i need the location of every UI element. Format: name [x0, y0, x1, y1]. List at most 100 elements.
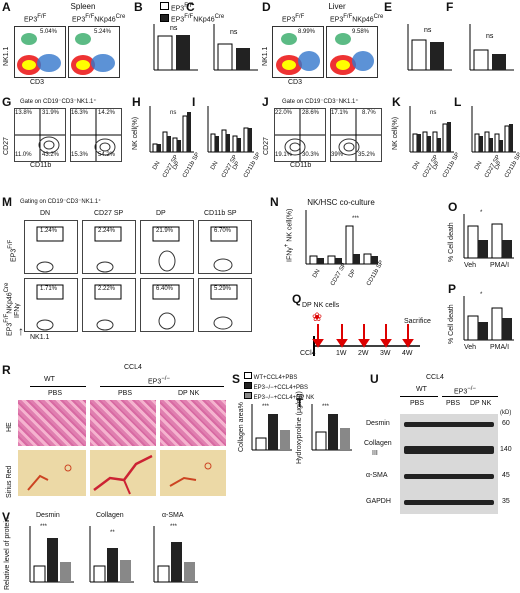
western-blot: [400, 414, 498, 514]
panel-b-legend: EP3F/F EP3F/FNKp46Cre: [160, 2, 224, 25]
panel-k-ylabel: NK cell(%): [392, 116, 399, 150]
sig-n: ***: [352, 216, 360, 222]
sig-o: *: [480, 210, 483, 216]
panel-r-label: R: [2, 363, 11, 377]
panel-u-wt: WT: [416, 386, 427, 393]
panel-a-genotype-1: EP3F/F: [24, 14, 47, 24]
panel-r-wt-line: [30, 386, 86, 387]
panel-g-q1-lr: 43.2%: [42, 152, 60, 158]
panel-o-cat-pma: PMA/I: [490, 262, 510, 269]
panel-u-protein-collagen: Collagen: [364, 440, 392, 447]
panel-q-week-3: 3W: [380, 350, 391, 357]
panel-d-pct-1: 8.99%: [298, 29, 316, 35]
panel-g-q1-ur: 31.9%: [42, 110, 60, 116]
panel-q-cells: DP NK cells: [302, 302, 340, 309]
panel-j-q2-ll: 39%: [331, 152, 344, 158]
panel-s-legend-3: EP3−/−+CCL4+DP NK: [244, 392, 314, 402]
panel-v-ylabel: Relative level of protein: [4, 517, 11, 590]
panel-u-kd: (kD): [500, 410, 512, 416]
panel-s-ylabel: Collagen area%: [238, 402, 245, 452]
panel-j-q1-ul: 22.0%: [275, 110, 293, 116]
band-gapdh: [404, 500, 494, 505]
panel-m-r2c4: 5.29%: [214, 286, 232, 292]
panel-b-legend-2: EP3F/FNKp46Cre: [160, 13, 224, 24]
panel-u-mw-2: 140: [500, 446, 512, 453]
panel-q-week-1: 1W: [336, 350, 347, 357]
panel-m-plot-r1c1: [24, 220, 78, 274]
panel-m-plot-r1c2: [82, 220, 136, 274]
he-stain-image-1: [18, 400, 86, 446]
panel-b-chart: ns: [153, 24, 198, 71]
panel-v-label: V: [2, 510, 11, 524]
panel-g-q2-ur: 14.2%: [98, 110, 116, 116]
band-collagen: [404, 446, 494, 454]
panel-q-timeline: [312, 324, 420, 356]
panel-m-xlabel: NK1.1: [30, 334, 50, 341]
panel-g-label: G: [2, 95, 12, 109]
panel-r-col-1: PBS: [48, 390, 63, 397]
panel-m-r2c1: 1.71%: [40, 286, 58, 292]
panel-k-chart: [409, 106, 454, 153]
panel-u-wt-line: [400, 396, 438, 397]
sig-v-collagen: **: [110, 530, 115, 536]
panel-d-genotype-1: EP3F/F: [282, 14, 305, 24]
panel-h-chart: [149, 106, 194, 153]
panel-p-ylabel: % Cell death: [448, 304, 455, 344]
panel-l-chart: [471, 106, 516, 153]
panel-u-top: CCL4: [426, 374, 444, 381]
panel-a-title: Spleen: [70, 2, 96, 11]
panel-p-chart: [463, 296, 514, 341]
panel-q-end: Sacrifice: [404, 318, 431, 325]
panel-b-legend-1: EP3F/F: [160, 2, 224, 13]
panel-a-flow-plot-1: [14, 26, 66, 78]
panel-q-label: Q: [292, 292, 302, 306]
panel-r-top: CCL4: [124, 364, 142, 371]
panel-m-r1c4: 6.70%: [214, 228, 232, 234]
panel-g-q2-ul: 16.3%: [71, 110, 89, 116]
band-sma: [404, 474, 494, 479]
panel-g-plot-1: [14, 108, 66, 162]
sig-p: *: [480, 292, 483, 298]
panel-d-pct-2: 9.58%: [352, 29, 370, 35]
panel-m-r1c1: 1.24%: [40, 228, 58, 234]
panel-m-row2-label: EP3F/FNKp46Cre: [4, 282, 14, 336]
panel-p-cat-veh: Veh: [464, 344, 477, 351]
sirius-red-image-1: [18, 450, 86, 496]
panel-j-q2-ul: 17.1%: [331, 110, 349, 116]
panel-r-col-3: DP NK: [178, 390, 200, 397]
panel-s-legend: WT+CCL4+PBS EP3−/−+CCL4+PBS EP3−/−+CCL4+…: [244, 372, 314, 402]
panel-m-gate: Gating on CD19⁻CD3⁻NK1.1⁺: [20, 199, 102, 205]
panel-v-title-sma: α-SMA: [162, 512, 184, 519]
sig-k: ns: [430, 110, 437, 116]
panel-r-row-he: HE: [6, 422, 13, 432]
panel-j-plot-2: [330, 108, 382, 162]
sirius-red-image-2: [90, 450, 156, 496]
panel-g-plot-2: [70, 108, 122, 162]
panel-q-start: CCl4: [300, 350, 316, 357]
panel-a-pct-1: 5.04%: [40, 29, 58, 35]
panel-r-ep3: EP3−/−: [148, 376, 170, 386]
panel-p-cat-pma: PMA/I: [490, 344, 510, 351]
panel-i-chart: [207, 106, 254, 153]
panel-g-q2-ll: 15.3%: [71, 152, 89, 158]
panel-j-q2-lr: 35.2%: [358, 152, 376, 158]
panel-u-ep3: EP3−/−: [454, 386, 476, 396]
panel-t-ylabel: Hydroxyproline (μg/mg): [296, 391, 303, 464]
panel-m-plot-r2c2: [82, 278, 136, 332]
panel-j-q2-ur: 8.7%: [362, 110, 376, 116]
panel-u-mw-1: 60: [502, 420, 510, 427]
panel-u-protein-collagen-type: III: [372, 450, 378, 457]
panel-u-mw-4: 35: [502, 498, 510, 505]
sig-v-desmin: ***: [40, 524, 48, 530]
panel-j-ylabel: CD27: [263, 137, 270, 155]
panel-m-r1c2: 2.24%: [98, 228, 116, 234]
panel-g-q1-ll: 11.0%: [15, 152, 32, 158]
panel-g-q2-lr: 54.2%: [98, 152, 116, 158]
panel-t-chart: [311, 404, 352, 451]
panel-m-plot-r2c4: [198, 278, 252, 332]
panel-c-label: C: [186, 0, 195, 14]
panel-g-q1-ul: 13.8%: [15, 110, 33, 116]
sig-v-sma: ***: [170, 524, 178, 530]
panel-m-plot-r2c1: [24, 278, 78, 332]
panel-r-col-2: PBS: [118, 390, 133, 397]
